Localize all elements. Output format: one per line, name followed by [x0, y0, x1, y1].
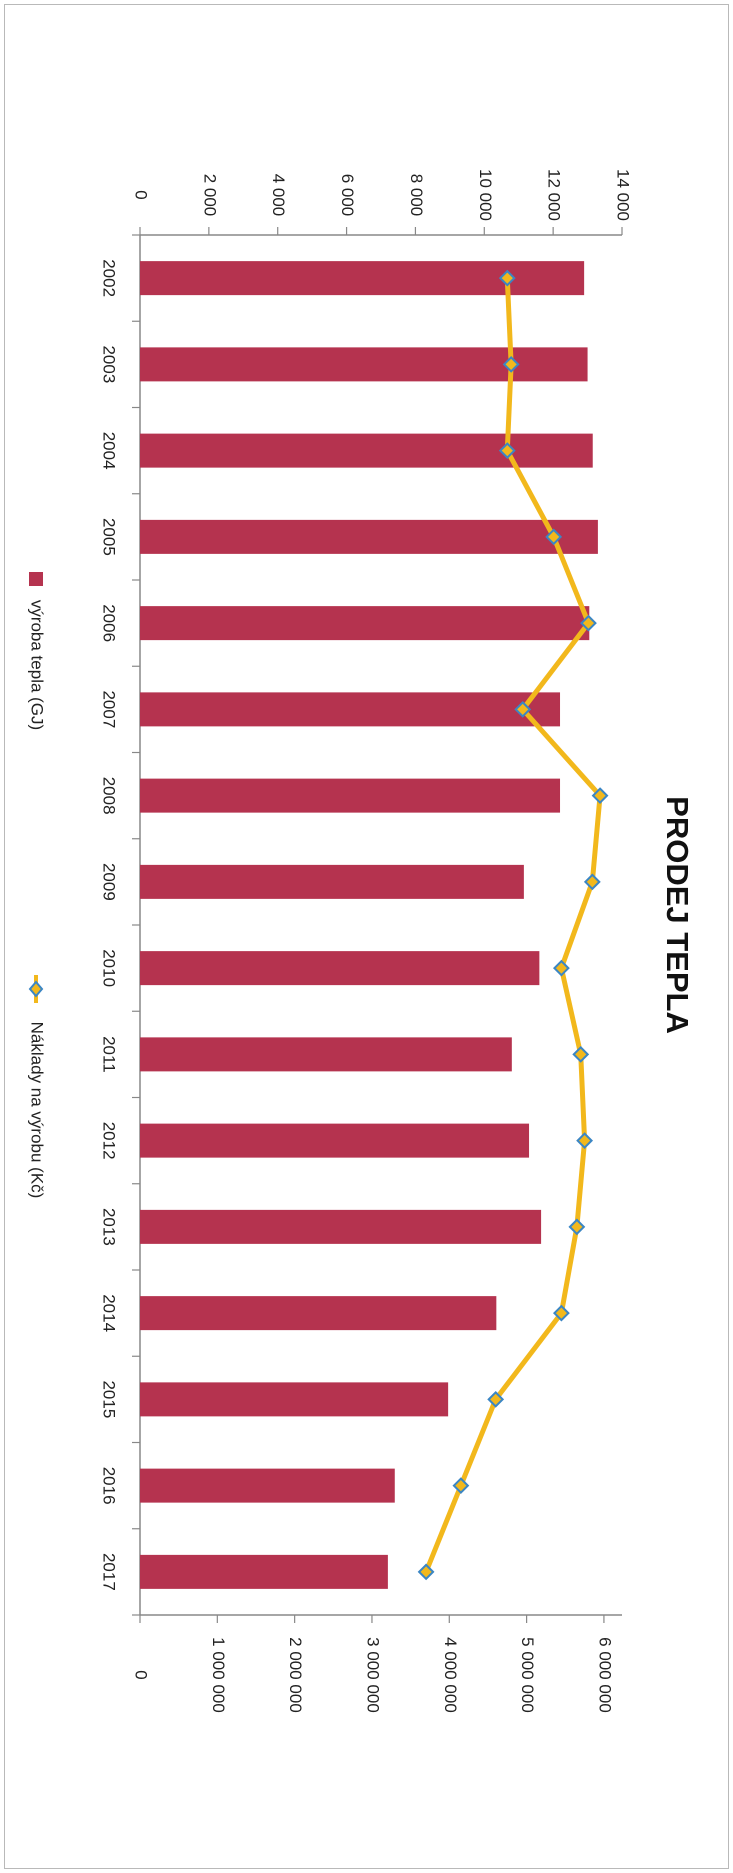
category-label: 2017 [100, 1553, 119, 1591]
primary-tick-label: 14 000 [614, 169, 633, 221]
line-marker[interactable] [514, 700, 532, 718]
bar[interactable] [140, 1209, 542, 1244]
category-label: 2011 [100, 1036, 119, 1073]
bar[interactable] [140, 1382, 449, 1417]
legend-bar-label: výroba tepla (GJ) [28, 600, 47, 730]
line-marker[interactable] [576, 1132, 594, 1150]
bar[interactable] [140, 692, 561, 727]
line-marker[interactable] [580, 614, 597, 632]
bar[interactable] [140, 1296, 497, 1331]
legend-line-label: Náklady na výrobu (Kč) [28, 1022, 47, 1199]
line-marker[interactable] [417, 1563, 435, 1581]
category-label: 2006 [100, 604, 119, 642]
secondary-tick-label: 1 000 000 [209, 1637, 228, 1713]
line-marker[interactable] [502, 355, 520, 373]
primary-tick-label: 8 000 [407, 174, 426, 217]
primary-tick-label: 0 [132, 190, 151, 199]
line-marker[interactable] [572, 1045, 590, 1063]
primary-tick-label: 12 000 [545, 169, 564, 221]
line-marker[interactable] [568, 1218, 586, 1236]
category-label: 2004 [100, 432, 119, 470]
bar[interactable] [140, 1554, 388, 1589]
category-label: 2008 [100, 777, 119, 815]
category-label: 2003 [100, 345, 119, 383]
cost-line [423, 275, 603, 1575]
bar[interactable] [140, 1468, 395, 1503]
primary-tick-label: 2 000 [200, 174, 219, 217]
line-marker[interactable] [552, 1304, 570, 1322]
primary-tick-label: 10 000 [476, 169, 495, 221]
bar[interactable] [140, 951, 540, 986]
secondary-tick-label: 4 000 000 [441, 1637, 460, 1713]
secondary-tick-label: 5 000 000 [518, 1637, 537, 1713]
line-marker[interactable] [552, 959, 570, 977]
bar[interactable] [140, 261, 585, 296]
secondary-tick-label: 0 [132, 1670, 151, 1679]
category-label: 2016 [100, 1467, 119, 1505]
bar[interactable] [140, 519, 598, 554]
bar[interactable] [140, 433, 593, 468]
line-marker[interactable] [545, 528, 563, 546]
legend-bar-swatch [29, 572, 43, 586]
secondary-tick-label: 3 000 000 [363, 1637, 382, 1713]
line-marker[interactable] [498, 442, 516, 460]
line-marker[interactable] [487, 1390, 505, 1408]
bar[interactable] [140, 606, 590, 641]
bar[interactable] [140, 1037, 512, 1072]
line-marker[interactable] [498, 269, 516, 287]
chart-frame [4, 4, 729, 1869]
primary-tick-label: 4 000 [269, 174, 288, 217]
line-marker[interactable] [583, 873, 601, 891]
category-label: 2007 [100, 690, 119, 728]
bar[interactable] [140, 347, 588, 382]
secondary-tick-label: 6 000 000 [595, 1637, 614, 1713]
category-label: 2005 [100, 518, 119, 556]
line-marker[interactable] [591, 787, 609, 805]
category-label: 2014 [100, 1294, 119, 1332]
category-label: 2013 [100, 1208, 119, 1246]
chart-title: PRODEJ TEPLA [660, 796, 695, 1034]
category-label: 2010 [100, 949, 119, 987]
bar[interactable] [140, 1123, 530, 1158]
category-label: 2015 [100, 1380, 119, 1418]
category-label: 2012 [100, 1122, 119, 1160]
category-label: 2002 [100, 259, 119, 297]
bar[interactable] [140, 778, 561, 813]
secondary-tick-label: 2 000 000 [286, 1637, 305, 1713]
legend-line-marker [28, 980, 44, 998]
bar[interactable] [140, 864, 524, 899]
line-marker[interactable] [452, 1477, 470, 1495]
primary-tick-label: 6 000 [338, 174, 357, 217]
category-label: 2009 [100, 863, 119, 901]
